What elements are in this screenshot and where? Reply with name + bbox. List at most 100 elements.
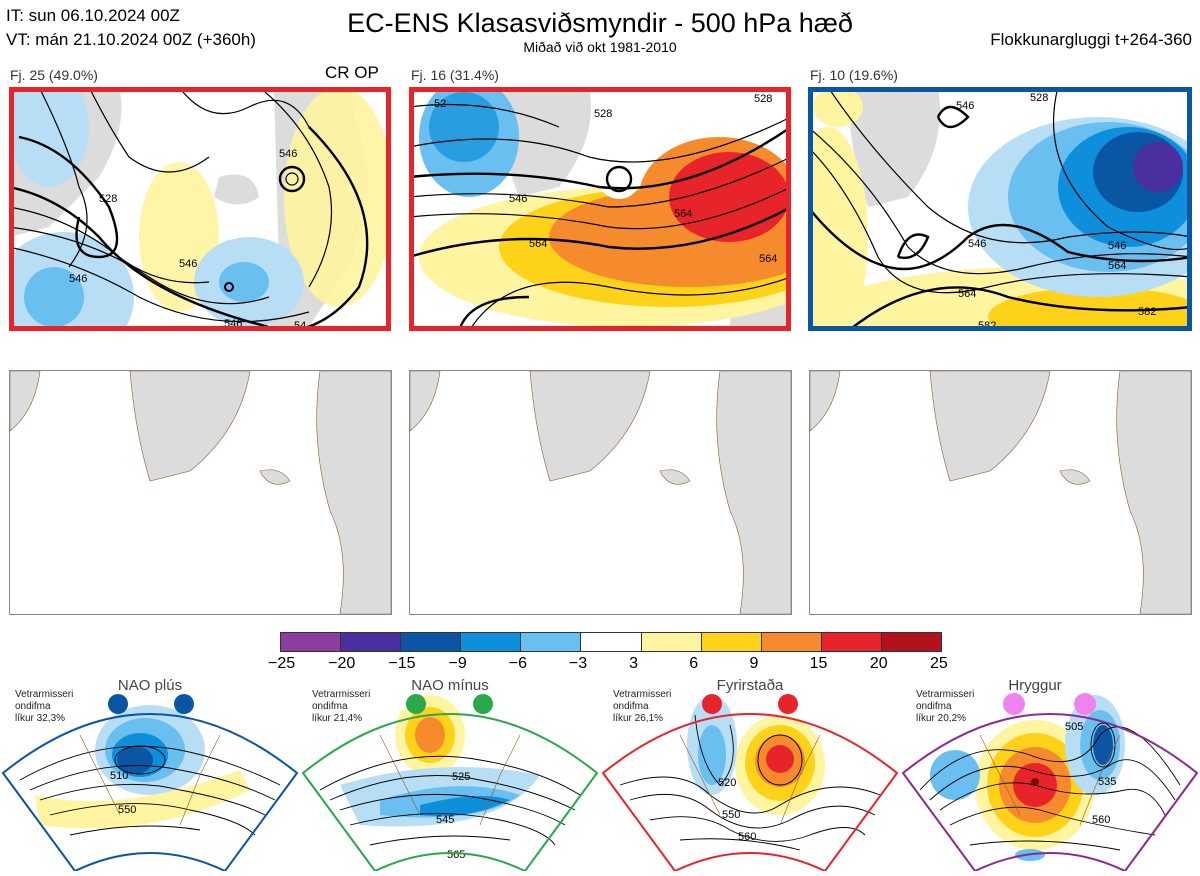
cluster-3-map[interactable]: 546 546 546 564 564 582 582 528 <box>808 87 1192 331</box>
contour-label: 564 <box>1108 260 1126 272</box>
contour-label: 582 <box>978 320 996 331</box>
contour-label: 546 <box>509 193 527 205</box>
note-line: ondifma <box>613 701 649 712</box>
colorbar-tick: −20 <box>328 655 356 672</box>
contour-label: 52 <box>434 98 446 110</box>
contour-label: 510 <box>110 770 128 782</box>
regime-dot-icon <box>108 694 128 714</box>
contour-label: 525 <box>452 771 470 783</box>
empty-map-1[interactable] <box>9 370 392 615</box>
note-line: Vetrarmisseri <box>613 689 672 700</box>
note-line: líkur 26,1% <box>613 713 664 724</box>
note-line: ondifma <box>15 701 51 712</box>
regime-title: Fyrirstaða <box>716 677 784 694</box>
cluster-window: Flokkunargluggi t+264-360 <box>990 30 1192 49</box>
regime-title: NAO mínus <box>411 677 489 694</box>
note-line: líkur 20,2% <box>916 713 967 724</box>
contour-label: 546 <box>224 318 242 330</box>
contour-label: 550 <box>118 804 136 816</box>
regime-nao-minus[interactable]: 525 545 565 <box>300 675 600 873</box>
colorbar-tick: −6 <box>508 655 527 672</box>
contour-label: 546 <box>968 238 986 250</box>
colorbar-swatch <box>281 633 342 651</box>
regime-dot-icon <box>406 694 426 714</box>
page-subtitle: Miðað við okt 1981-2010 <box>523 39 677 55</box>
contour-label: 560 <box>1092 814 1110 826</box>
contour-label: 550 <box>722 809 740 821</box>
contour-label: 546 <box>69 273 87 285</box>
colorbar-tick: 15 <box>809 655 828 672</box>
contour-label: 520 <box>718 777 736 789</box>
contour-label: 546 <box>956 100 974 112</box>
colorbar-tick: −25 <box>268 655 296 672</box>
colorbar-swatch <box>641 633 702 651</box>
contour-label: 528 <box>754 93 772 105</box>
regime-dot-icon <box>473 694 493 714</box>
note-line: ondifma <box>312 701 348 712</box>
cluster-1-tag: CR OP <box>325 63 379 82</box>
colorbar-swatch <box>461 633 522 651</box>
contour-label: 545 <box>436 814 454 826</box>
contour-label: 565 <box>447 849 465 861</box>
cluster-2-map[interactable]: 528 528 546 564 564 564 52 <box>409 87 791 331</box>
colorbar-tick: 25 <box>930 655 948 672</box>
note-line: líkur 21,4% <box>312 713 363 724</box>
colorbar-swatch <box>521 633 582 651</box>
regime-ridge[interactable]: 505 535 560 <box>900 675 1200 873</box>
contour-label: 560 <box>738 831 756 843</box>
page-title: EC-ENS Klasasviðsmyndir - 500 hPa hæð <box>347 8 853 38</box>
run-info: IT: sun 06.10.2024 00Z VT: mán 21.10.202… <box>6 4 256 52</box>
regime-note: Vetrarmisseri ondifma líkur 32,3% <box>15 689 73 725</box>
regime-title: NAO plús <box>117 677 183 694</box>
regime-dot-icon <box>1074 693 1096 715</box>
regime-blocking[interactable]: 520 550 560 <box>600 675 900 873</box>
colorbar-swatch <box>821 633 882 651</box>
colorbar-tick: −15 <box>388 655 416 672</box>
note-line: ondifma <box>916 701 952 712</box>
empty-map-3[interactable] <box>809 370 1192 615</box>
regime-note: Vetrarmisseri ondifma líkur 20,2% <box>916 689 974 725</box>
note-line: líkur 32,3% <box>15 713 66 724</box>
colorbar-tick: −3 <box>568 655 588 672</box>
colorbar-tick: 3 <box>629 655 638 672</box>
regime-note: Vetrarmisseri ondifma líkur 21,4% <box>312 689 370 725</box>
contour-label: 546 <box>1108 240 1126 252</box>
cluster-1-map[interactable]: 546 528 546 546 546 54 <box>9 87 391 331</box>
note-line: Vetrarmisseri <box>916 689 975 700</box>
regime-dot-icon <box>174 694 194 714</box>
contour-label: 528 <box>594 108 612 120</box>
regime-title: Hryggur <box>1008 677 1062 694</box>
colorbar-swatch <box>581 633 642 651</box>
contour-label: 54 <box>294 320 306 331</box>
contour-label: 564 <box>529 238 547 250</box>
valid-time: VT: mán 21.10.2024 00Z (+360h) <box>6 30 256 49</box>
colorbar <box>280 632 942 652</box>
contour-label: 546 <box>179 258 197 270</box>
contour-label: 546 <box>279 148 297 160</box>
contour-label: 564 <box>958 288 976 300</box>
contour-label: 535 <box>1098 776 1116 788</box>
note-line: Vetrarmisseri <box>312 689 371 700</box>
colorbar-tick: −9 <box>448 655 467 672</box>
colorbar-swatch <box>401 633 462 651</box>
colorbar-tick: 9 <box>749 655 759 672</box>
regime-nao-plus[interactable]: 510 550 <box>0 675 300 873</box>
cluster-3-label: Fj. 10 (19.6%) <box>810 67 898 83</box>
colorbar-swatch <box>701 633 762 651</box>
note-line: Vetrarmisseri <box>15 689 74 700</box>
colorbar-swatch <box>881 633 942 651</box>
colorbar-swatch <box>341 633 402 651</box>
cluster-2-label: Fj. 16 (31.4%) <box>411 67 499 83</box>
colorbar-tick: 20 <box>869 655 888 672</box>
empty-map-2[interactable] <box>409 370 792 615</box>
contour-label: 528 <box>1030 92 1048 104</box>
regime-dot-icon <box>778 694 798 714</box>
contour-label: 528 <box>99 193 117 205</box>
contour-label: 505 <box>1065 721 1083 733</box>
contour-label: 564 <box>674 208 692 220</box>
contour-label: 582 <box>1138 306 1156 318</box>
colorbar-tick: 6 <box>689 655 699 672</box>
cluster-1-label: Fj. 25 (49.0%) <box>10 67 98 83</box>
regime-dot-icon <box>1003 693 1025 715</box>
regime-note: Vetrarmisseri ondifma líkur 26,1% <box>613 689 671 725</box>
